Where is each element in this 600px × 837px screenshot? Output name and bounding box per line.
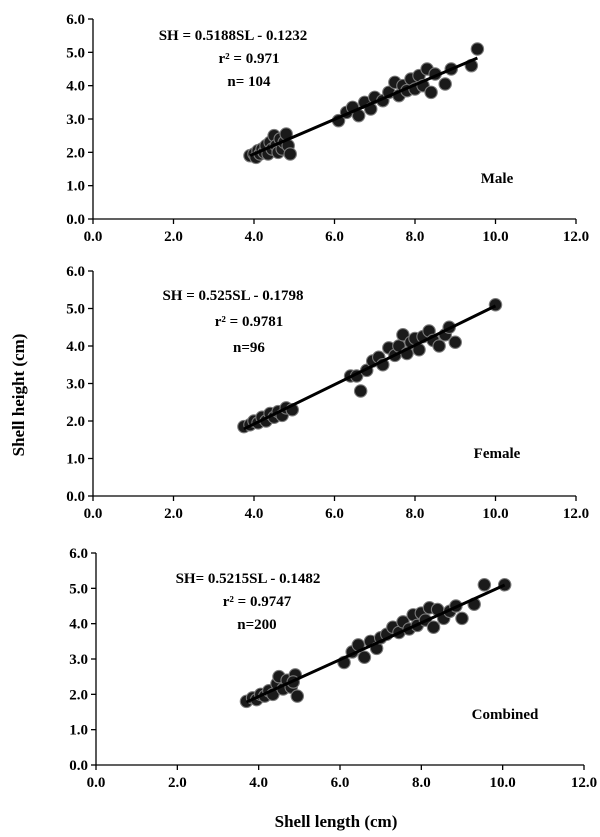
- data-point: [283, 147, 297, 161]
- x-tick-label: 8.0: [406, 229, 425, 245]
- y-tick-label: 4.0: [66, 79, 85, 95]
- y-tick-label: 1.0: [66, 452, 85, 468]
- y-tick-label: 5.0: [66, 45, 85, 61]
- x-tick-label: 6.0: [331, 775, 350, 791]
- y-tick-label: 6.0: [66, 12, 85, 28]
- panel-combined: 0.0 2.0 4.0 6.0 8.0 10.0 12.0 0.0 1.0 2.0 3.0 4.0 5.…: [69, 546, 597, 791]
- panel-label: Female: [474, 446, 521, 462]
- x-axis-title: Shell length (cm): [275, 812, 398, 831]
- x-tick-label: 2.0: [168, 775, 187, 791]
- r-squared-label: r² = 0.971: [219, 51, 280, 67]
- x-tick-label: 10.0: [490, 775, 516, 791]
- y-tick-label: 6.0: [69, 546, 88, 562]
- y-tick-label: 0.0: [66, 489, 85, 505]
- y-tick-label: 5.0: [66, 302, 85, 318]
- regression-line: [245, 583, 506, 704]
- sample-size-label: n=96: [233, 340, 265, 356]
- x-tick-label: 4.0: [245, 229, 264, 245]
- y-tick-label: 5.0: [69, 581, 88, 597]
- y-axis-title: Shell height (cm): [9, 334, 28, 457]
- regression-equation: SH = 0.525SL - 0.1798: [162, 288, 303, 304]
- data-point: [497, 578, 512, 592]
- y-tick-label: 3.0: [66, 377, 85, 393]
- regression-equation: SH= 0.5215SL - 0.1482: [176, 571, 321, 587]
- sample-size-label: n= 104: [227, 74, 271, 90]
- x-tick-label: 12.0: [563, 506, 589, 522]
- x-tick-label: 8.0: [412, 775, 431, 791]
- y-tick-label: 1.0: [69, 723, 88, 739]
- x-tick-label: 2.0: [164, 229, 183, 245]
- panel-label: Combined: [472, 707, 539, 723]
- y-tick-label: 1.0: [66, 179, 85, 195]
- y-tick-label: 4.0: [66, 339, 85, 355]
- data-point: [353, 384, 368, 398]
- panel-female: 0.0 2.0 4.0 6.0 8.0 10.0 12.0 0.0 1.0 2.0 3.0 4.0 5.…: [66, 264, 589, 522]
- x-tick-label: 10.0: [482, 229, 508, 245]
- panel-label: Male: [481, 171, 514, 187]
- y-tick-label: 2.0: [66, 414, 85, 430]
- regression-line: [249, 56, 478, 158]
- regression-line: [243, 304, 497, 431]
- data-point: [438, 77, 452, 91]
- y-tick-label: 2.0: [69, 687, 88, 703]
- sample-size-label: n=200: [237, 617, 276, 633]
- x-tick-label: 4.0: [249, 775, 268, 791]
- data-point: [470, 42, 485, 56]
- x-tick-label: 12.0: [563, 229, 589, 245]
- x-tick-label: 6.0: [325, 229, 344, 245]
- y-tick-label: 3.0: [66, 112, 85, 128]
- r-squared-label: r² = 0.9781: [215, 314, 283, 330]
- data-point: [290, 689, 305, 703]
- data-point: [424, 85, 438, 100]
- x-tick-label: 10.0: [482, 506, 508, 522]
- y-tick-label: 0.0: [69, 758, 88, 774]
- data-point: [432, 339, 446, 353]
- r-squared-label: r² = 0.9747: [223, 594, 292, 610]
- regression-equation: SH = 0.5188SL - 0.1232: [159, 28, 308, 44]
- x-tick-label: 0.0: [84, 229, 103, 245]
- data-point: [426, 620, 441, 634]
- x-tick-label: 2.0: [164, 506, 183, 522]
- y-tick-label: 4.0: [69, 617, 88, 633]
- x-tick-label: 6.0: [325, 506, 344, 522]
- x-tick-label: 0.0: [87, 775, 106, 791]
- data-point: [357, 650, 372, 664]
- data-point: [477, 578, 492, 592]
- data-point: [455, 611, 469, 626]
- data-point: [448, 335, 462, 349]
- x-tick-label: 8.0: [406, 506, 425, 522]
- y-tick-label: 3.0: [69, 652, 88, 668]
- x-tick-label: 4.0: [245, 506, 264, 522]
- x-tick-label: 12.0: [571, 775, 597, 791]
- y-tick-label: 0.0: [66, 212, 85, 228]
- y-tick-label: 6.0: [66, 264, 85, 280]
- panel-male: 0.0 2.0 4.0 6.0 8.0 10.0 12.0 0.0 1.0 2.0 3.0 4.0 5.…: [66, 12, 589, 245]
- y-tick-label: 2.0: [66, 145, 85, 161]
- x-tick-label: 0.0: [84, 506, 103, 522]
